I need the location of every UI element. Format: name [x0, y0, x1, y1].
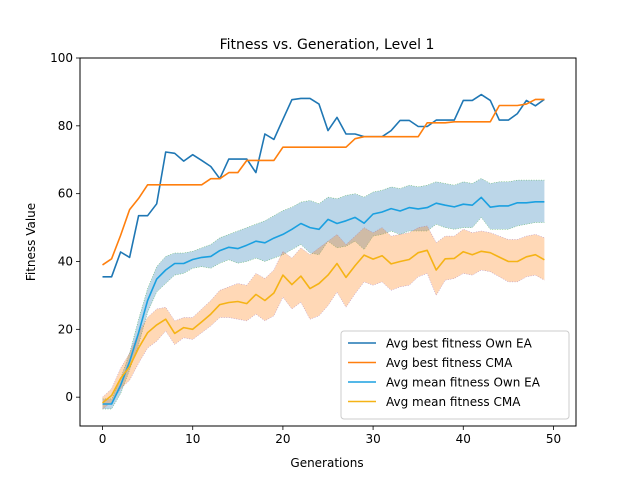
avg-best-fitness-cma-legend-label: Avg best fitness CMA	[386, 356, 513, 370]
legend: Avg best fitness Own EA Avg best fitness …	[340, 330, 570, 420]
x-axis-ticks: 0 10 20 30 40 50	[99, 426, 561, 446]
chart-title: Fitness vs. Generation, Level 1	[220, 37, 435, 53]
y-tick-label: 100	[50, 51, 73, 65]
avg-mean-fitness-own-ea-line	[102, 196, 545, 405]
avg-mean-fitness-cma-legend-label: Avg mean fitness CMA	[386, 395, 521, 409]
y-tick-label: 20	[58, 322, 73, 336]
x-tick-label: 0	[99, 432, 107, 446]
y-tick-label: 40	[58, 255, 73, 269]
y-axis-ticks: 0 20 40 60 80 100	[50, 51, 80, 404]
legend-box	[340, 330, 570, 420]
series-lines	[101, 93, 545, 405]
x-tick-label: 10	[185, 432, 200, 446]
avg-mean-fitness-cma-band	[102, 225, 545, 409]
plot-frame	[79, 57, 577, 427]
avg-mean-fitness-own-ea-legend-label: Avg mean fitness Own EA	[386, 376, 541, 390]
x-tick-label: 30	[365, 432, 380, 446]
x-tick-label: 20	[275, 432, 290, 446]
avg-mean-fitness-cma-line	[101, 249, 545, 404]
avg-best-fitness-own-ea-legend-label: Avg best fitness Own EA	[386, 337, 533, 351]
avg-mean-fitness-own-ea-band-lower-edge	[102, 217, 545, 410]
x-tick-label: 40	[456, 432, 471, 446]
y-tick-label: 60	[58, 187, 73, 201]
x-axis-label: Generations	[290, 456, 363, 470]
y-tick-label: 80	[58, 119, 73, 133]
avg-best-fitness-cma-line	[102, 98, 545, 266]
x-tick-label: 50	[546, 432, 561, 446]
y-tick-label: 0	[65, 390, 73, 404]
y-axis-label: Fitness Value	[24, 203, 38, 281]
avg-mean-fitness-cma-band-lower-edge	[102, 269, 545, 410]
avg-best-fitness-own-ea-line	[102, 93, 545, 278]
